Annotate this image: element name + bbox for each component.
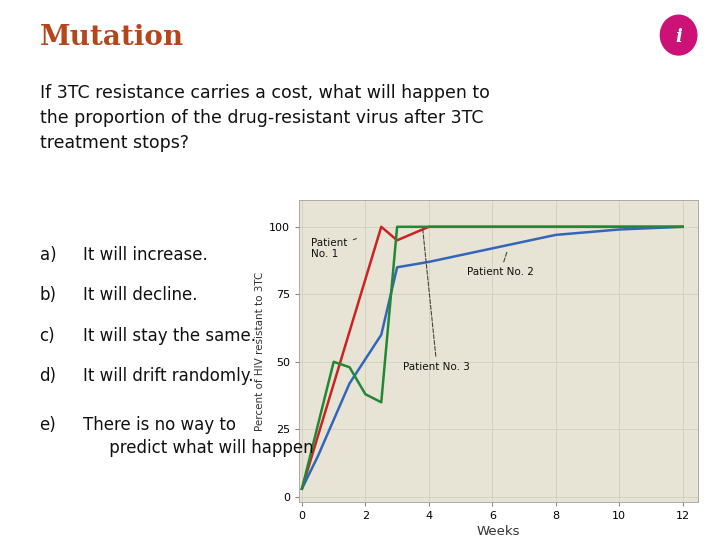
Text: Mutation: Mutation [40,24,184,51]
Text: Patient No. 2: Patient No. 2 [467,251,534,278]
Text: It will drift randomly.: It will drift randomly. [83,367,253,385]
Text: c): c) [40,327,55,345]
Text: If 3TC resistance carries a cost, what will happen to
the proportion of the drug: If 3TC resistance carries a cost, what w… [40,84,490,152]
Text: It will decline.: It will decline. [83,286,197,304]
Text: a): a) [40,246,56,264]
Text: e): e) [40,416,56,434]
Circle shape [660,15,697,55]
Text: There is no way to
     predict what will happen: There is no way to predict what will hap… [83,416,313,457]
Y-axis label: Percent of HIV resistant to 3TC: Percent of HIV resistant to 3TC [255,271,265,431]
Text: i: i [675,28,682,46]
Text: b): b) [40,286,57,304]
Text: It will increase.: It will increase. [83,246,207,264]
X-axis label: Weeks: Weeks [477,525,521,538]
Text: Patient No. 3: Patient No. 3 [403,230,470,372]
Text: It will stay the same.: It will stay the same. [83,327,256,345]
Text: d): d) [40,367,57,385]
Text: Patient
No. 1: Patient No. 1 [312,238,356,259]
